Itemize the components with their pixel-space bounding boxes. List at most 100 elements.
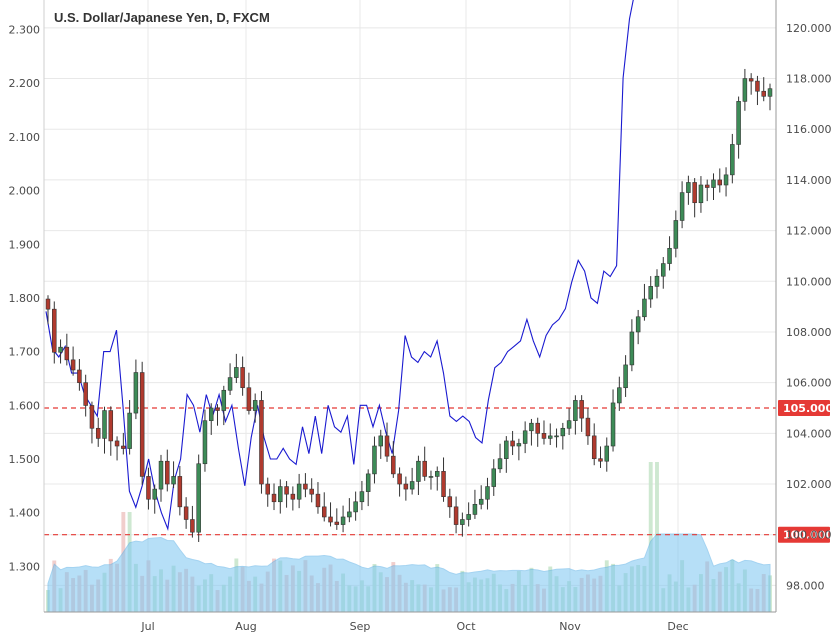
candle-body: [548, 435, 553, 439]
candle-body: [416, 460, 421, 482]
candle-body: [698, 184, 704, 204]
candle-body: [183, 506, 189, 520]
candle-body: [460, 519, 465, 525]
candle-body: [190, 519, 195, 533]
candle-body: [635, 316, 641, 333]
right-tick-label: 98.000: [786, 579, 825, 592]
level-lines: 105.000 100.000: [44, 400, 833, 543]
candle-body: [403, 483, 409, 490]
candle-body: [284, 486, 289, 495]
candle-body: [296, 483, 302, 500]
candle-body: [309, 488, 314, 495]
candle-body: [240, 367, 245, 389]
candle-body: [610, 402, 616, 447]
right-tick-label: 110.000: [786, 275, 832, 288]
candle-body: [133, 372, 139, 414]
right-tick-label: 112.000: [786, 225, 832, 238]
candles: [45, 68, 773, 542]
candle-body: [692, 182, 697, 204]
left-tick-label: 1.800: [9, 292, 41, 305]
candle-body: [315, 493, 321, 508]
left-tick-label: 2.100: [9, 131, 41, 144]
candle-body: [560, 427, 566, 437]
x-tick-label: Jul: [140, 620, 154, 633]
candle-body: [365, 473, 371, 492]
left-tick-label: 1.300: [9, 560, 41, 573]
candle-body: [278, 486, 283, 503]
candle-body: [466, 514, 471, 520]
candle-body: [52, 308, 57, 353]
candle-body: [441, 471, 446, 497]
chart-title: U.S. Dollar/Japanese Yen, D, FXCM: [54, 10, 270, 25]
candle-body: [340, 516, 346, 525]
candle-body: [45, 298, 51, 310]
candle-body: [573, 400, 578, 421]
candle-body: [290, 493, 296, 500]
candle-body: [478, 498, 484, 505]
candle-body: [202, 420, 208, 465]
candle-body: [497, 458, 503, 470]
right-tick-label: 106.000: [786, 377, 832, 390]
volume-bar: [648, 462, 653, 612]
level-badge: [778, 400, 830, 416]
candle-body: [704, 184, 710, 188]
candle-body: [554, 435, 559, 438]
x-tick-label: Nov: [559, 620, 581, 633]
candle-body: [259, 400, 264, 485]
x-tick-label: Dec: [667, 620, 688, 633]
candle-body: [648, 286, 653, 300]
candle-body: [409, 481, 415, 490]
left-tick-label: 2.000: [9, 185, 41, 198]
candle-body: [686, 182, 691, 193]
candle-body: [158, 460, 164, 490]
candle-body: [736, 101, 741, 145]
candle-body: [58, 346, 63, 353]
candle-body: [673, 220, 679, 249]
right-tick-label: 100.000: [786, 529, 832, 542]
candle-body: [95, 427, 101, 439]
candle-body: [422, 460, 427, 477]
candle-body: [617, 387, 622, 404]
candle-body: [767, 88, 773, 97]
candle-body: [234, 367, 239, 378]
candle-body: [246, 387, 252, 411]
left-tick-label: 2.200: [9, 77, 41, 90]
candle-body: [321, 506, 327, 518]
candle-body: [384, 435, 390, 457]
candle-body: [328, 516, 333, 523]
left-tick-label: 1.900: [9, 238, 41, 251]
candle-body: [579, 400, 584, 419]
left-tick-label: 2.300: [9, 24, 41, 37]
candle-body: [89, 405, 95, 429]
candle-body: [152, 488, 157, 500]
candle-body: [541, 433, 547, 439]
candle-body: [252, 400, 258, 411]
candle-body: [679, 192, 685, 221]
candle-body: [127, 412, 132, 449]
candle-body: [510, 440, 515, 447]
candle-body: [146, 476, 151, 500]
candle-body: [604, 445, 610, 462]
level-badge: [778, 526, 830, 543]
candle-body: [227, 377, 233, 391]
x-tick-label: Aug: [235, 620, 256, 633]
candle-body: [742, 78, 748, 102]
candle-body: [522, 430, 528, 444]
candle-body: [585, 417, 591, 437]
candle-body: [359, 491, 365, 503]
candle-body: [372, 445, 377, 475]
candle-body: [748, 78, 754, 82]
left-tick-label: 1.700: [9, 346, 41, 359]
candle-body: [717, 179, 723, 186]
candle-body: [271, 493, 277, 503]
candle-body: [391, 455, 396, 475]
candle-body: [334, 521, 340, 525]
candle-body: [108, 410, 114, 442]
candle-body: [196, 463, 201, 533]
candle-body: [353, 501, 358, 513]
candle-body: [77, 369, 82, 383]
right-tick-label: 108.000: [786, 326, 832, 339]
